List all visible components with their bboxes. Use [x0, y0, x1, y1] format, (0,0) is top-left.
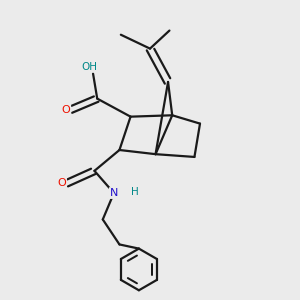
- Text: O: O: [57, 178, 66, 188]
- Text: O: O: [61, 105, 70, 115]
- Text: N: N: [110, 188, 118, 198]
- Text: H: H: [131, 187, 139, 197]
- Text: OH: OH: [81, 62, 97, 72]
